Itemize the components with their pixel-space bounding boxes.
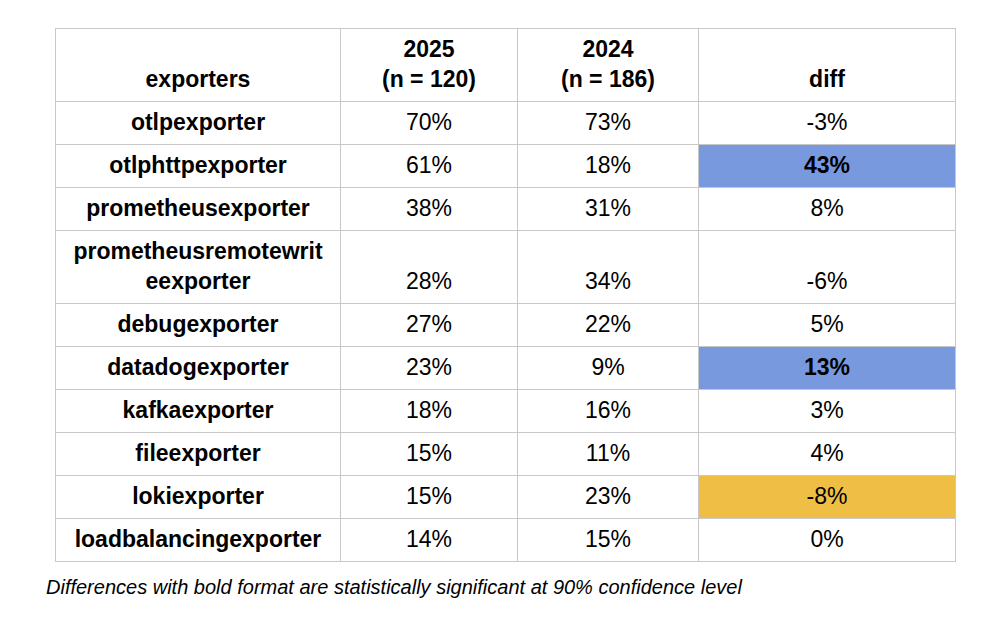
- value-2025-cell: 23%: [341, 347, 518, 390]
- value-2024-cell: 11%: [518, 433, 699, 476]
- value-2024-cell: 31%: [518, 188, 699, 231]
- diff-cell: -3%: [699, 102, 956, 145]
- value-2024-cell: 23%: [518, 476, 699, 519]
- value-2025-cell: 70%: [341, 102, 518, 145]
- table-row: lokiexporter 15% 23% -8%: [56, 476, 956, 519]
- table-row: datadogexporter 23% 9% 13%: [56, 347, 956, 390]
- exporters-table: exporters 2025 (n = 120) 2024 (n = 186) …: [55, 28, 956, 562]
- value-2025-cell: 38%: [341, 188, 518, 231]
- diff-cell: 43%: [699, 145, 956, 188]
- diff-cell: -8%: [699, 476, 956, 519]
- value-2024-cell: 34%: [518, 231, 699, 304]
- exporter-name-cell: prometheusexporter: [56, 188, 341, 231]
- value-2025-cell: 14%: [341, 519, 518, 562]
- table-body: otlpexporter 70% 73% -3% otlphttpexporte…: [56, 102, 956, 562]
- exporter-name-cell: datadogexporter: [56, 347, 341, 390]
- value-2025-cell: 61%: [341, 145, 518, 188]
- table-row: prometheusremotewrit eexporter 28% 34% -…: [56, 231, 956, 304]
- table-row: prometheusexporter 38% 31% 8%: [56, 188, 956, 231]
- footnote: Differences with bold format are statist…: [46, 575, 742, 599]
- table-row: loadbalancingexporter 14% 15% 0%: [56, 519, 956, 562]
- header-exporters-label: exporters: [60, 64, 336, 94]
- header-2024-year: 2024: [522, 34, 694, 64]
- table-row: otlphttpexporter 61% 18% 43%: [56, 145, 956, 188]
- header-2025-n: (n = 120): [345, 64, 513, 94]
- diff-cell: 4%: [699, 433, 956, 476]
- header-2025-year: 2025: [345, 34, 513, 64]
- value-2024-cell: 16%: [518, 390, 699, 433]
- value-2024-cell: 15%: [518, 519, 699, 562]
- header-exporters: exporters: [56, 29, 341, 102]
- diff-cell: 0%: [699, 519, 956, 562]
- survey-table-container: exporters 2025 (n = 120) 2024 (n = 186) …: [55, 28, 956, 562]
- header-row: exporters 2025 (n = 120) 2024 (n = 186) …: [56, 29, 956, 102]
- diff-cell: 8%: [699, 188, 956, 231]
- exporter-name-cell: lokiexporter: [56, 476, 341, 519]
- exporter-name-cell: debugexporter: [56, 304, 341, 347]
- table-row: otlpexporter 70% 73% -3%: [56, 102, 956, 145]
- table-row: debugexporter 27% 22% 5%: [56, 304, 956, 347]
- header-2024: 2024 (n = 186): [518, 29, 699, 102]
- value-2024-cell: 22%: [518, 304, 699, 347]
- header-diff-label: diff: [703, 64, 951, 94]
- exporter-name-cell: fileexporter: [56, 433, 341, 476]
- exporter-name-cell: otlpexporter: [56, 102, 341, 145]
- table-row: kafkaexporter 18% 16% 3%: [56, 390, 956, 433]
- value-2025-cell: 15%: [341, 433, 518, 476]
- exporter-name-cell: prometheusremotewrit eexporter: [56, 231, 341, 304]
- value-2025-cell: 18%: [341, 390, 518, 433]
- exporter-name-cell: otlphttpexporter: [56, 145, 341, 188]
- diff-cell: -6%: [699, 231, 956, 304]
- value-2025-cell: 27%: [341, 304, 518, 347]
- exporter-name-cell: loadbalancingexporter: [56, 519, 341, 562]
- exporter-name-cell: kafkaexporter: [56, 390, 341, 433]
- value-2025-cell: 15%: [341, 476, 518, 519]
- diff-cell: 5%: [699, 304, 956, 347]
- value-2024-cell: 73%: [518, 102, 699, 145]
- table-row: fileexporter 15% 11% 4%: [56, 433, 956, 476]
- value-2024-cell: 18%: [518, 145, 699, 188]
- value-2024-cell: 9%: [518, 347, 699, 390]
- header-2025: 2025 (n = 120): [341, 29, 518, 102]
- header-diff: diff: [699, 29, 956, 102]
- header-2024-n: (n = 186): [522, 64, 694, 94]
- diff-cell: 3%: [699, 390, 956, 433]
- diff-cell: 13%: [699, 347, 956, 390]
- value-2025-cell: 28%: [341, 231, 518, 304]
